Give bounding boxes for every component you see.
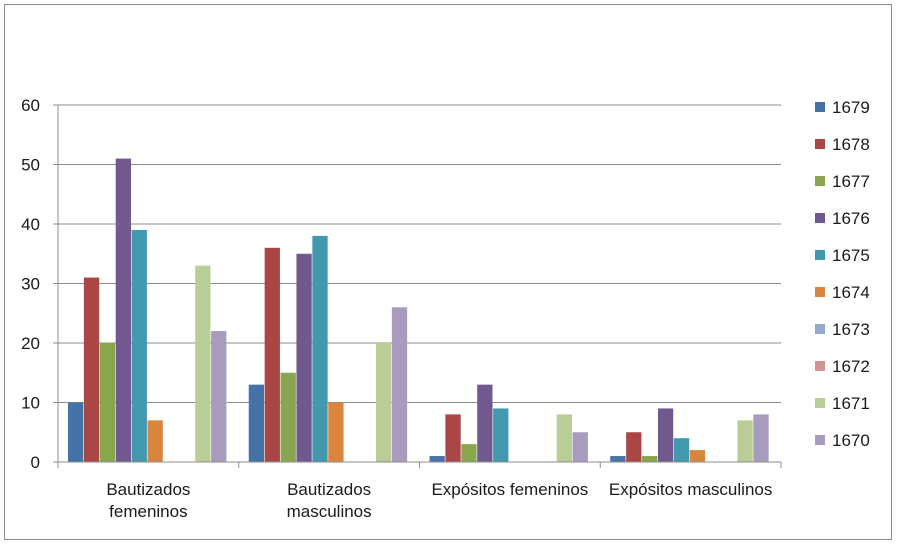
x-category-label-line: Expósitos femeninos (431, 480, 588, 499)
bar-1670-0 (211, 331, 227, 462)
legend-label-1678: 1678 (832, 135, 870, 154)
bar-1674-1 (328, 402, 344, 462)
bar-1676-2 (477, 384, 493, 462)
bar-1675-2 (493, 408, 509, 462)
legend-swatch-1676 (815, 213, 825, 223)
x-category-label-line: Bautizados (106, 480, 190, 499)
bar-1671-2 (556, 414, 572, 462)
y-tick-label: 40 (21, 215, 40, 234)
legend-label-1679: 1679 (832, 98, 870, 117)
bar-1674-0 (147, 420, 163, 462)
x-category-label: Expósitos masculinos (609, 480, 772, 499)
bar-1677-1 (280, 372, 296, 462)
x-axis-category-labels: Bautizados femeninos Bautizados masculinos E… (106, 480, 772, 521)
bar-1677-3 (642, 456, 658, 462)
bar-1676-3 (657, 408, 674, 462)
x-category-label-line: Expósitos masculinos (609, 480, 772, 499)
legend: 1679 1678 1677 1676 1675 1674 1673 1672 1671 1670 (815, 98, 870, 450)
legend-label-1670: 1670 (832, 431, 870, 450)
bar-1675-0 (131, 229, 147, 462)
y-tick-label: 0 (31, 453, 40, 472)
bar-1679-3 (610, 456, 626, 462)
legend-swatch-1675 (815, 250, 825, 260)
y-axis-tick-labels: 0 10 20 30 40 50 60 (21, 96, 40, 472)
bar-1674-3 (689, 450, 706, 462)
bar-1678-0 (83, 277, 100, 462)
axes (57, 105, 782, 468)
y-tick-label: 50 (21, 156, 40, 175)
legend-label-1676: 1676 (832, 209, 870, 228)
bar-1678-2 (445, 414, 461, 462)
bar-1671-3 (737, 420, 753, 462)
legend-swatch-1677 (815, 176, 825, 186)
gridlines (53, 104, 781, 463)
bar-1670-2 (572, 432, 588, 462)
legend-swatch-1679 (815, 102, 825, 112)
bar-1670-1 (391, 307, 408, 462)
bar-1677-0 (99, 343, 116, 462)
y-tick-label: 20 (21, 334, 40, 353)
legend-swatch-1673 (815, 324, 825, 334)
legend-label-1675: 1675 (832, 246, 870, 265)
legend-swatch-1674 (815, 287, 825, 297)
bar-1675-3 (673, 438, 690, 462)
legend-swatch-1670 (815, 435, 825, 445)
legend-label-1672: 1672 (832, 357, 870, 376)
bar-1679-0 (68, 402, 84, 462)
legend-swatch-1678 (815, 139, 825, 149)
legend-label-1673: 1673 (832, 320, 870, 339)
bar-1670-3 (753, 414, 769, 462)
bar-1676-1 (296, 253, 312, 462)
bar-1671-0 (195, 265, 211, 462)
x-category-label-line: masculinos (287, 502, 372, 521)
bar-1679-2 (429, 456, 445, 462)
legend-label-1674: 1674 (832, 283, 870, 302)
legend-label-1677: 1677 (832, 172, 870, 191)
x-category-label: Bautizados masculinos (287, 480, 372, 521)
x-category-label-line: femeninos (109, 502, 187, 521)
bar-1671-1 (375, 343, 392, 462)
bar-1676-0 (115, 158, 131, 463)
x-category-label-line: Bautizados (287, 480, 371, 499)
bar-1677-2 (461, 444, 477, 462)
bar-1678-1 (264, 247, 280, 462)
legend-label-1671: 1671 (832, 394, 870, 413)
y-tick-label: 60 (21, 96, 40, 115)
legend-swatch-1672 (815, 361, 825, 371)
bar-1679-1 (248, 384, 265, 462)
y-tick-label: 10 (21, 394, 40, 413)
bars (68, 158, 769, 463)
y-tick-label: 30 (21, 275, 40, 294)
legend-swatch-1671 (815, 398, 825, 408)
x-category-label: Expósitos femeninos (431, 480, 588, 499)
bar-1678-3 (626, 432, 642, 462)
bar-1675-1 (312, 235, 328, 462)
x-category-label: Bautizados femeninos (106, 480, 190, 521)
